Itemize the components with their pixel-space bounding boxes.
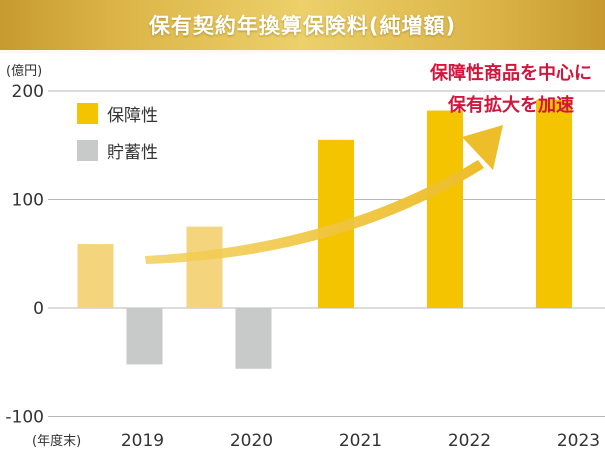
legend-swatch-chochiku (77, 140, 98, 161)
bar-chochiku-2020 (235, 308, 272, 369)
growth-arrow (145, 125, 503, 264)
y-axis-unit: (億円) (6, 63, 42, 79)
x-axis-unit: (年度末) (32, 433, 81, 449)
x-tick-label-2022: 2022 (448, 431, 491, 451)
x-tick-label-2021: 2021 (339, 431, 382, 451)
bar-hoyo-2019 (77, 243, 114, 308)
y-tick-label-2: 0 (33, 299, 44, 319)
y-tick-label-3: -100 (5, 408, 44, 428)
growth-arrow-head (462, 125, 503, 170)
bar-hoyo-2020 (186, 226, 223, 308)
y-tick-label-0: 200 (12, 82, 44, 102)
title-banner: 保有契約年換算保険料(純増額) (0, 0, 605, 53)
legend-label-chochiku: 貯蓄性 (107, 143, 158, 163)
growth-arrow-shaft (145, 160, 484, 264)
bar-chochiku-2019 (126, 308, 163, 365)
bar-hoyo-2022 (427, 110, 463, 308)
bar-hoyo-2023 (536, 99, 572, 309)
legend: 保障性 貯蓄性 (77, 103, 158, 163)
bars (77, 99, 572, 369)
legend-swatch-hoyo (77, 103, 98, 124)
x-tick-label-2023: 2023 (557, 431, 600, 451)
legend-label-hoyo: 保障性 (107, 106, 158, 126)
annotation-line-2: 保有拡大を加速 (447, 94, 574, 116)
annotation-line-1: 保障性商品を中心に (429, 62, 592, 84)
x-tick-label-2020: 2020 (230, 431, 273, 451)
chart-title: 保有契約年換算保険料(純増額) (148, 14, 457, 38)
x-tick-label-2019: 2019 (121, 431, 164, 451)
y-tick-label-1: 100 (12, 191, 44, 211)
annotation: 保障性商品を中心に 保有拡大を加速 (429, 62, 592, 116)
axis-labels: 200 100 0 -100 (億円) (年度末) 2019 2020 2021 2022 2023 (5, 63, 600, 451)
